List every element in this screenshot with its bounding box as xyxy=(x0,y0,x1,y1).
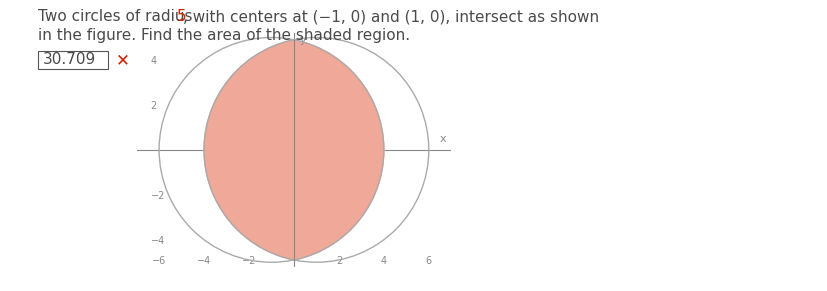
Text: Two circles of radius: Two circles of radius xyxy=(38,9,197,24)
Text: , with centers at (−1, 0) and (1, 0), intersect as shown: , with centers at (−1, 0) and (1, 0), in… xyxy=(183,9,598,24)
Polygon shape xyxy=(203,40,384,260)
FancyBboxPatch shape xyxy=(38,51,108,69)
Text: ✕: ✕ xyxy=(116,51,130,69)
Text: y: y xyxy=(299,35,306,45)
Text: in the figure. Find the area of the shaded region.: in the figure. Find the area of the shad… xyxy=(38,28,409,43)
Text: x: x xyxy=(440,134,447,144)
Text: 5: 5 xyxy=(176,9,186,24)
Text: 30.709: 30.709 xyxy=(43,52,96,68)
